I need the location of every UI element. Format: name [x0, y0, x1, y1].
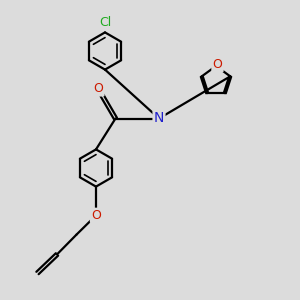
- Text: O: O: [94, 82, 103, 95]
- Text: O: O: [213, 58, 222, 71]
- Text: Cl: Cl: [99, 16, 111, 29]
- Text: N: N: [154, 112, 164, 125]
- Text: O: O: [91, 209, 101, 222]
